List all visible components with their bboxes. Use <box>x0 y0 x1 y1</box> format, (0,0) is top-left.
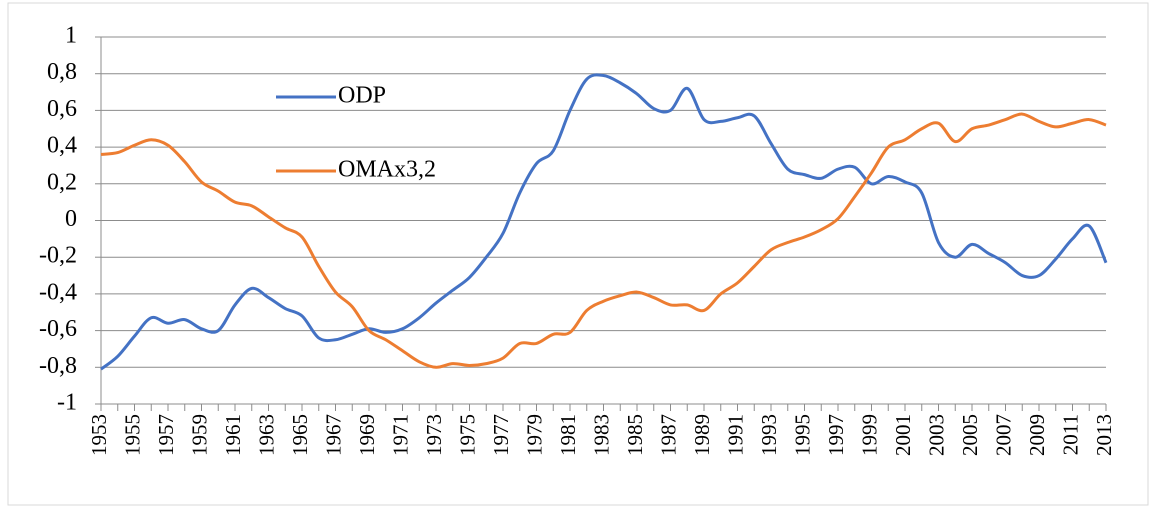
x-tick-label: 1963 <box>254 414 278 456</box>
x-tick-label: 1997 <box>824 414 848 456</box>
x-tick-label: 1989 <box>690 414 714 456</box>
y-tick-label: -0,4 <box>39 279 77 305</box>
chart-frame <box>7 2 1149 506</box>
x-tick-label: 1959 <box>187 414 211 456</box>
y-tick-label: 0 <box>65 206 77 232</box>
y-tick-label: 0,6 <box>47 96 77 122</box>
x-tick-label: 2009 <box>1025 414 1049 456</box>
x-tick-label: 1999 <box>857 414 881 456</box>
x-tick-label: 2013 <box>1092 414 1116 456</box>
x-tick-label: 1993 <box>757 414 781 456</box>
x-tick-label: 1969 <box>355 414 379 456</box>
x-tick-label: 1957 <box>154 414 178 456</box>
x-tick-label: 1967 <box>321 414 345 456</box>
x-tick-label: 1983 <box>589 414 613 456</box>
x-tick-label: 1995 <box>790 414 814 456</box>
x-tick-label: 1955 <box>120 414 144 456</box>
legend-label: OMAx3,2 <box>338 157 436 183</box>
y-tick-label: -0,2 <box>39 243 77 269</box>
x-tick-label: 1979 <box>522 414 546 456</box>
y-tick-label: -1 <box>57 390 77 416</box>
series-line <box>100 112 1107 369</box>
x-tick-label: 2007 <box>991 414 1015 456</box>
x-tick-label: 1991 <box>723 414 747 456</box>
y-tick-label: -0,8 <box>39 353 77 379</box>
y-tick-label: 1 <box>65 23 77 49</box>
y-tick-label: 0,2 <box>47 169 77 195</box>
x-tick-label: 1961 <box>221 414 245 456</box>
x-tick-label: 1971 <box>388 414 412 456</box>
x-tick-label: 2011 <box>1058 414 1082 455</box>
x-tick-label: 1985 <box>623 414 647 456</box>
x-tick-label: 1975 <box>455 414 479 456</box>
y-tick-label: 0,4 <box>47 133 77 159</box>
x-tick-label: 1965 <box>288 414 312 456</box>
x-tick-label: 2003 <box>924 414 948 456</box>
legend-label: ODP <box>338 83 386 109</box>
x-tick-label: 2001 <box>891 414 915 456</box>
series-line <box>100 73 1108 371</box>
x-tick-label: 1987 <box>656 414 680 456</box>
x-tick-label: 1953 <box>87 414 111 456</box>
x-tick-label: 1973 <box>422 414 446 456</box>
x-tick-label: 2005 <box>958 414 982 456</box>
y-tick-label: -0,6 <box>39 316 77 342</box>
y-tick-label: 0,8 <box>47 59 77 85</box>
x-tick-label: 1977 <box>489 414 513 456</box>
x-tick-label: 1981 <box>556 414 580 456</box>
